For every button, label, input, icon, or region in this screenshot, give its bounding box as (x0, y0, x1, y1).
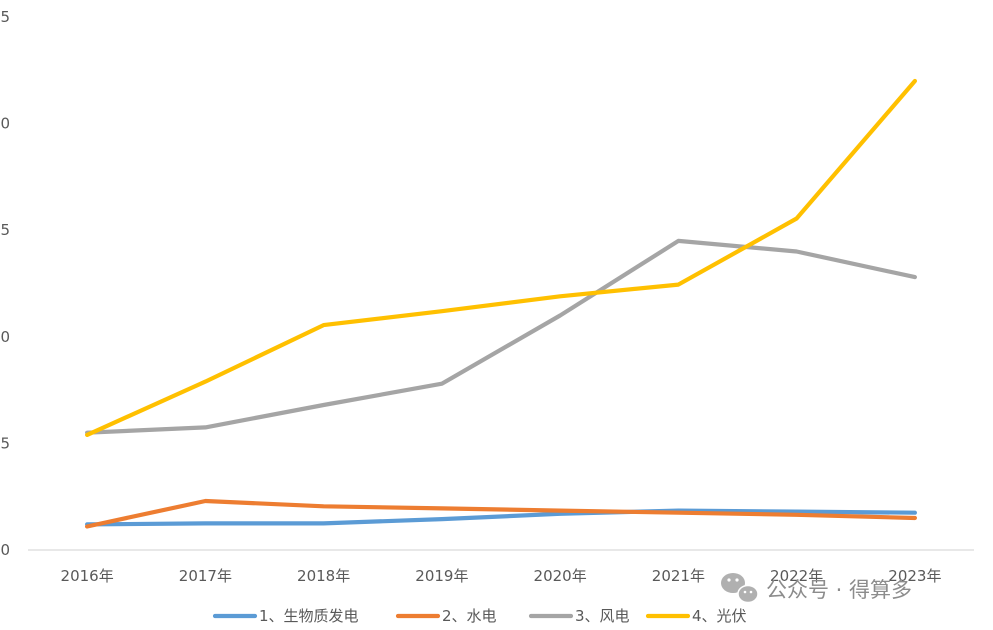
series-line-3 (84, 238, 918, 435)
legend-item: 1、生物质发电 (212, 607, 359, 625)
y-tick-label: 20 (0, 115, 10, 133)
x-axis: 2016年 2017年 2018年 2019年 2020年 2021年 2022年 2023年 (61, 567, 942, 585)
x-tick-label: 2023年 (888, 567, 941, 585)
legend-item: 4、光伏 (645, 607, 747, 625)
series-line-2 (84, 498, 918, 529)
y-tick-label: 5 (0, 434, 10, 452)
x-tick-label: 2017年 (179, 567, 232, 585)
x-tick-label: 2021年 (652, 567, 705, 585)
legend-label: 2、水电 (442, 607, 497, 625)
x-tick-label: 2018年 (297, 567, 350, 585)
legend-label: 4、光伏 (692, 607, 747, 625)
series-lines (84, 78, 918, 529)
y-tick-label: 10 (0, 328, 10, 346)
watermark-text: 公众号 · 得算多 (766, 578, 912, 602)
wechat-icon (721, 573, 759, 604)
legend-item: 2、水电 (395, 607, 497, 625)
series-line-1 (84, 508, 918, 527)
x-tick-label: 2019年 (415, 567, 468, 585)
y-tick-label: 15 (0, 221, 10, 239)
legend-label: 3、风电 (575, 607, 630, 625)
watermark: 公众号 · 得算多 (721, 573, 912, 604)
y-tick-label: 25 (0, 8, 10, 26)
legend-label: 1、生物质发电 (259, 607, 359, 625)
legend: 1、生物质发电 2、水电 3、风电 4、光伏 (212, 607, 747, 625)
y-axis: 0 5 10 15 20 25 (0, 8, 10, 559)
x-tick-label: 2022年 (770, 567, 823, 585)
x-tick-label: 2016年 (61, 567, 114, 585)
x-tick-label: 2020年 (534, 567, 587, 585)
series-line-4 (84, 78, 918, 437)
legend-item: 3、风电 (528, 607, 630, 625)
y-tick-label: 0 (0, 541, 10, 559)
